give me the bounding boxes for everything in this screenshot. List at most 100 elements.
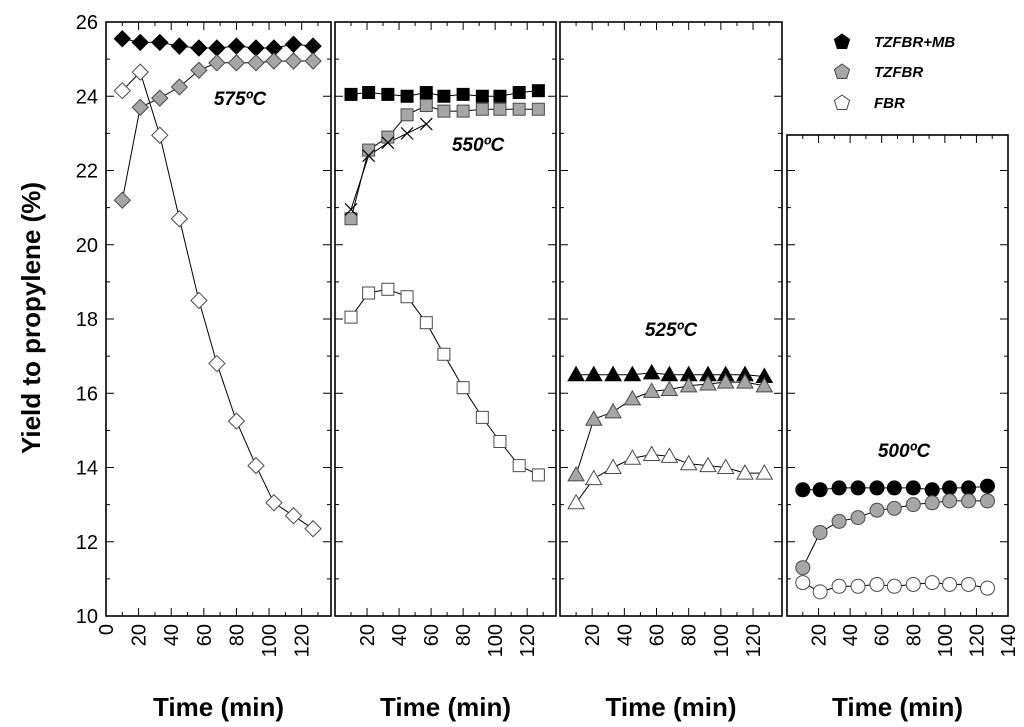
data-point-tzfbr bbox=[623, 389, 642, 406]
data-point-fbr bbox=[190, 291, 208, 310]
x-tick-label: 40 bbox=[840, 624, 862, 646]
data-point-tzfbr-mb bbox=[961, 480, 977, 496]
data-point-tzfbr bbox=[716, 373, 735, 389]
data-point-crosses-stroke-b bbox=[419, 117, 433, 131]
x-tick-label: 100 bbox=[711, 624, 733, 657]
data-point-fbr bbox=[905, 576, 921, 592]
data-point-crosses-stroke-b bbox=[344, 203, 358, 216]
data-point-fbr bbox=[716, 458, 735, 474]
x-tick-label: 20 bbox=[129, 624, 151, 646]
data-point-tzfbr bbox=[208, 54, 226, 72]
data-point-crosses-stroke-b bbox=[400, 126, 414, 140]
data-point-tzfbr-mb bbox=[642, 363, 661, 380]
data-point-fbr bbox=[623, 449, 642, 465]
x-tick-label: 100 bbox=[935, 624, 957, 657]
data-point-tzfbr-mb bbox=[869, 480, 885, 496]
data-point-crosses bbox=[362, 149, 376, 163]
data-point-tzfbr bbox=[304, 52, 322, 70]
y-tick-label: 20 bbox=[76, 235, 98, 257]
data-point-tzfbr-mb bbox=[113, 29, 132, 48]
data-point-tzfbr bbox=[886, 500, 902, 516]
data-point-tzfbr bbox=[170, 78, 189, 96]
y-axis-title: Yield to propylene (%) bbox=[16, 182, 46, 454]
data-point-tzfbr-mb bbox=[795, 482, 811, 498]
x-tick-label: 100 bbox=[259, 624, 281, 657]
temperature-label: 500ºC bbox=[878, 441, 931, 462]
legend-item: TZFBR+MB bbox=[833, 33, 955, 51]
data-point-tzfbr bbox=[942, 493, 958, 509]
y-tick-label: 22 bbox=[76, 161, 98, 183]
x-tick-label: 20 bbox=[582, 624, 604, 646]
data-point-tzfbr bbox=[831, 513, 847, 529]
temperature-label: 550ºC bbox=[452, 135, 505, 156]
data-point-tzfbr bbox=[227, 54, 246, 72]
legend-item: TZFBR bbox=[833, 63, 923, 81]
legend-item: FBR bbox=[833, 94, 905, 112]
panel-1: 0 20 40 60 80 100 120 Time (min) 575ºC bbox=[96, 21, 332, 722]
data-point-tzfbr bbox=[679, 376, 698, 393]
data-point-tzfbr bbox=[812, 524, 828, 540]
x-tick-label: 120 bbox=[292, 624, 314, 657]
data-point-tzfbr-mb bbox=[475, 89, 489, 103]
x-axis-title: Time (min) bbox=[380, 692, 511, 722]
data-point-crosses bbox=[344, 203, 358, 216]
panel-frame bbox=[559, 21, 783, 617]
data-point-tzfbr bbox=[584, 410, 603, 426]
data-point-tzfbr bbox=[456, 104, 470, 118]
data-point-tzfbr-mb bbox=[512, 86, 526, 100]
data-point-crosses-stroke-b bbox=[362, 149, 376, 163]
data-point-tzfbr bbox=[265, 52, 283, 70]
data-point-tzfbr-mb bbox=[584, 365, 603, 382]
x-tick-label: 20 bbox=[809, 624, 831, 646]
data-point-tzfbr-mb bbox=[190, 39, 208, 57]
data-point-tzfbr-mb bbox=[419, 86, 433, 100]
data-point-tzfbr-mb bbox=[493, 89, 507, 103]
data-point-tzfbr-mb bbox=[812, 482, 828, 498]
x-tick-label: 120 bbox=[966, 624, 988, 657]
panel-3: 20 40 60 80 100 120 Time (min) 525ºC bbox=[559, 21, 783, 722]
data-point-tzfbr bbox=[190, 61, 208, 79]
x-tick-label: 60 bbox=[647, 624, 669, 646]
x-tick-label: 0 bbox=[96, 624, 118, 635]
data-point-fbr bbox=[437, 347, 451, 361]
series-line-fbr bbox=[350, 288, 539, 476]
panel-2: 20 40 60 80 100 120 Time (min) 550ºC bbox=[334, 21, 557, 722]
y-tick-label: 18 bbox=[76, 309, 98, 331]
legend-marker-pentagon bbox=[833, 33, 851, 49]
y-tick-label: 26 bbox=[76, 12, 98, 34]
data-point-tzfbr bbox=[795, 560, 811, 576]
data-point-tzfbr bbox=[699, 374, 717, 391]
data-point-tzfbr-mb bbox=[151, 33, 169, 52]
data-point-tzfbr bbox=[736, 373, 754, 389]
data-point-tzfbr bbox=[604, 402, 622, 419]
data-point-tzfbr bbox=[419, 99, 433, 113]
data-point-tzfbr bbox=[475, 102, 489, 116]
data-point-tzfbr-mb bbox=[567, 365, 585, 382]
series-line-tzfbr bbox=[121, 60, 314, 201]
data-point-tzfbr-mb bbox=[905, 480, 921, 496]
data-point-tzfbr-mb bbox=[831, 480, 847, 496]
panel-4: 20 40 60 80 100 120 140 Time (min) 500ºC bbox=[786, 134, 1020, 722]
x-tick-label: 60 bbox=[194, 624, 216, 646]
legend-label: TZFBR+MB bbox=[874, 34, 955, 51]
data-point-tzfbr bbox=[362, 143, 376, 157]
x-tick-label: 60 bbox=[872, 624, 894, 646]
data-point-fbr bbox=[247, 456, 265, 475]
data-point-fbr bbox=[869, 576, 885, 592]
data-point-fbr bbox=[812, 584, 828, 600]
data-point-fbr bbox=[850, 578, 866, 594]
data-point-tzfbr bbox=[869, 502, 885, 518]
chart-panels: 0 20 40 60 80 100 120 Time (min) 575ºC 20 40 60 80 10… bbox=[76, 12, 1020, 722]
data-point-tzfbr-mb bbox=[131, 33, 149, 52]
x-tick-label: 80 bbox=[679, 624, 701, 646]
data-point-fbr bbox=[512, 459, 526, 473]
y-tick-label: 12 bbox=[76, 532, 98, 554]
y-tick-label: 16 bbox=[76, 383, 98, 405]
data-point-tzfbr bbox=[567, 465, 585, 482]
data-point-tzfbr-mb bbox=[362, 86, 376, 100]
data-point-tzfbr bbox=[400, 108, 414, 122]
data-point-tzfbr-mb bbox=[979, 478, 995, 494]
data-point-tzfbr bbox=[284, 52, 303, 70]
x-tick-label: 80 bbox=[903, 624, 925, 646]
